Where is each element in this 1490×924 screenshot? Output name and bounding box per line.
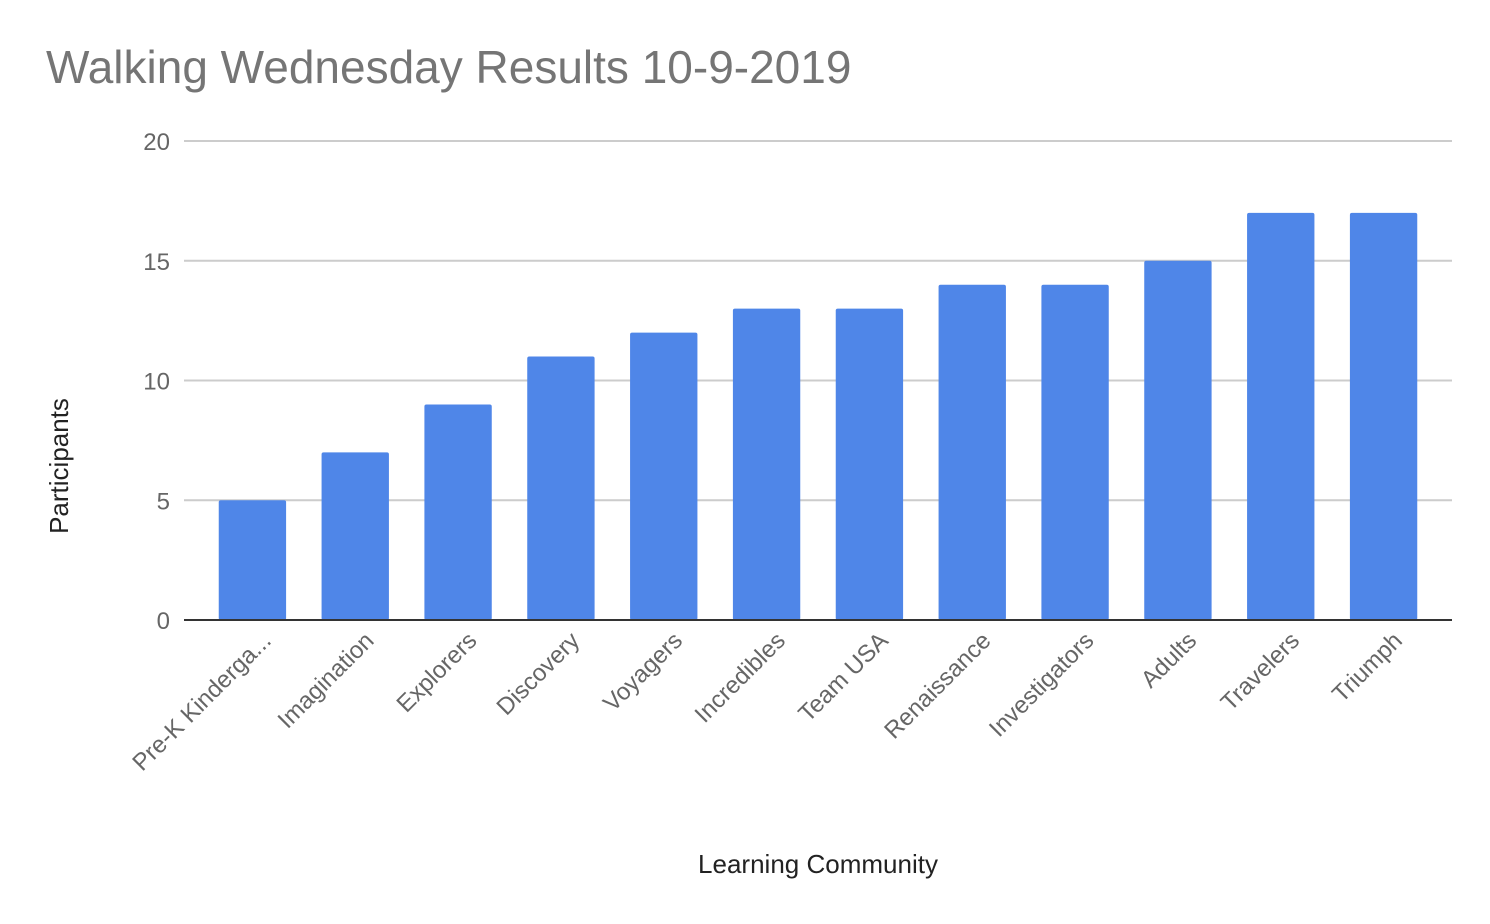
bar: [1349, 212, 1418, 620]
bar: [321, 452, 389, 620]
x-tick-label: Explorers: [392, 627, 483, 718]
y-axis-title: Participants: [44, 398, 74, 534]
x-tick-label: Travelers: [1216, 627, 1305, 716]
y-tick-label: 5: [157, 488, 170, 515]
x-tick-label: Voyagers: [598, 627, 688, 717]
y-tick-label: 0: [157, 608, 170, 635]
bar: [424, 404, 492, 620]
bar: [218, 500, 287, 620]
y-tick-label: 15: [143, 249, 170, 276]
x-tick-label: Discovery: [492, 627, 586, 721]
bar: [938, 284, 1006, 620]
bars: [218, 212, 1418, 620]
y-tick-label: 10: [143, 369, 170, 396]
x-tick-label: Team USA: [793, 627, 893, 727]
y-tick-label: 20: [143, 129, 170, 156]
bar: [1041, 284, 1109, 620]
x-axis-ticks: Pre-K Kinderga...Imagination Explorers Dis…: [127, 627, 1407, 776]
x-tick-label: Imagination: [273, 627, 380, 734]
x-tick-label: Renaissance: [879, 627, 996, 744]
grid-lines: [184, 140, 1452, 502]
bar: [835, 308, 904, 620]
bar: [732, 308, 801, 620]
x-tick-label: Adults: [1136, 627, 1202, 693]
bar: [1144, 260, 1212, 620]
bar: [1247, 212, 1315, 620]
x-tick-label: Investigators: [984, 627, 1099, 742]
bar: [527, 356, 595, 620]
x-axis-title: Learning Community: [698, 849, 938, 879]
x-tick-label: Incredibles: [690, 627, 791, 728]
y-axis-ticks: 0 5 10 15 20: [143, 129, 170, 635]
bar: [630, 332, 698, 620]
chart-title: Walking Wednesday Results 10-9-2019: [46, 41, 852, 93]
x-tick-label: Pre-K Kinderga...: [127, 627, 276, 776]
x-tick-label: Triumph: [1327, 627, 1408, 708]
